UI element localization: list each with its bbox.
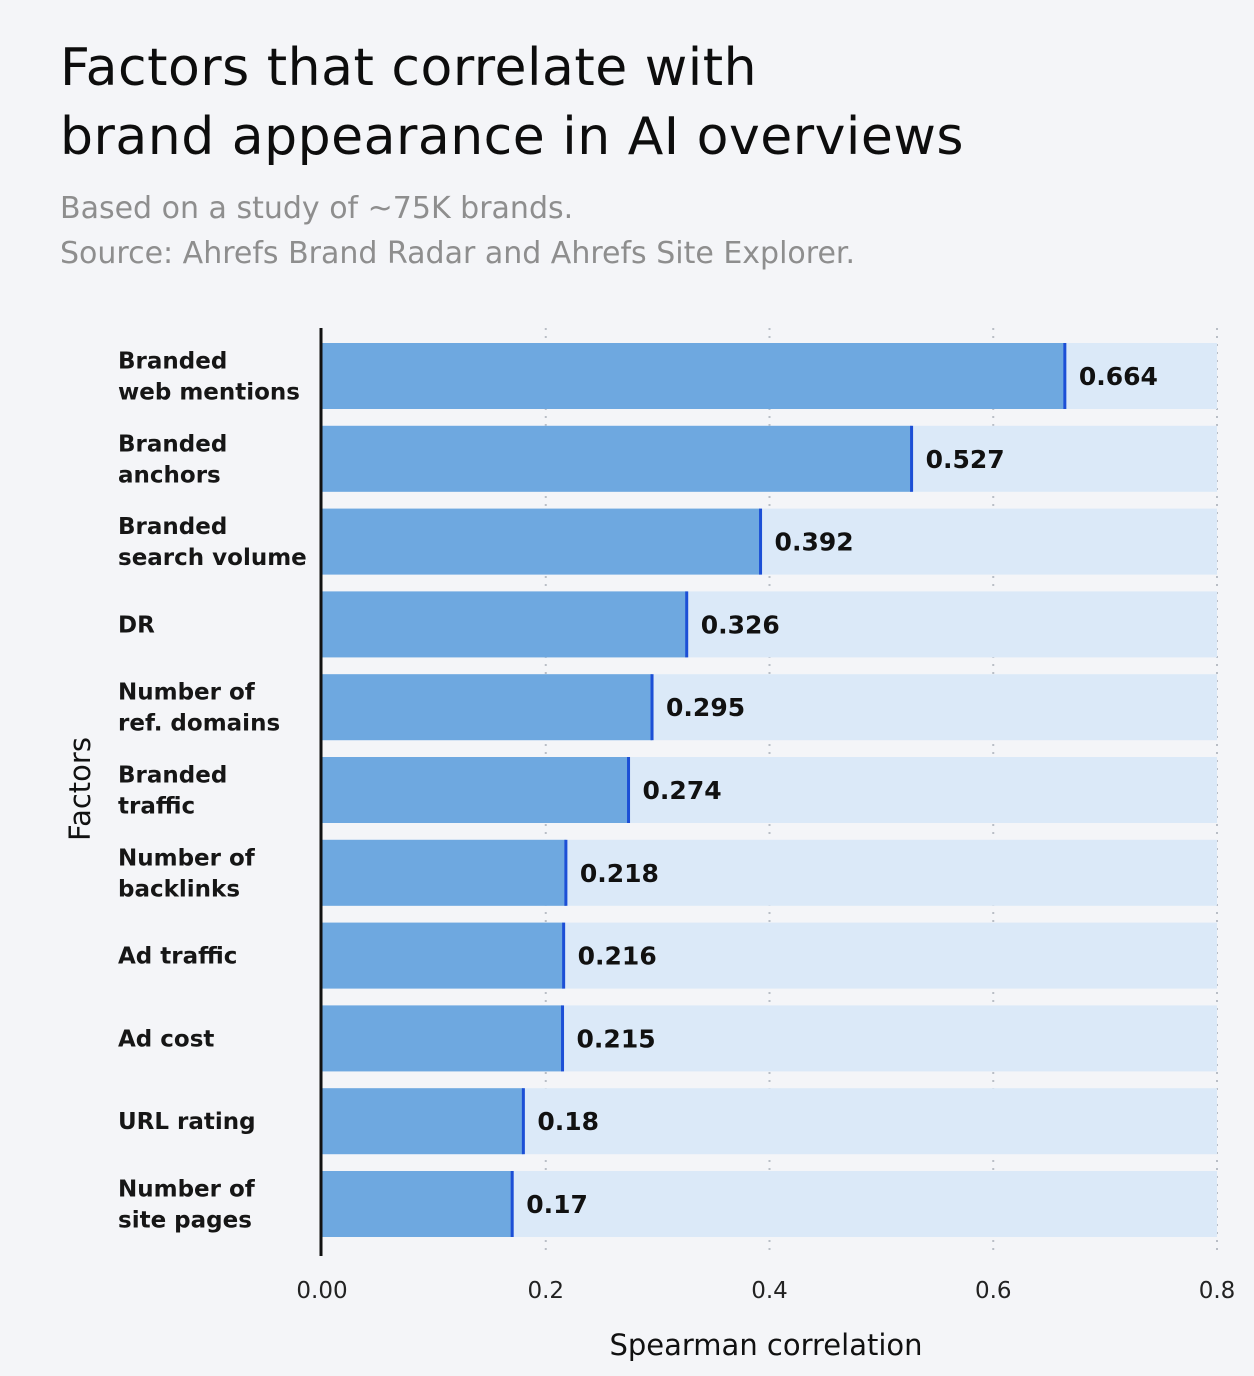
bar-chart: 0.664 0.527 0.392 0.326 0.295 0.274 0.218 0.216…	[63, 328, 1235, 1362]
category-label-0: Branded web mentions	[118, 349, 300, 406]
bar-2	[322, 508, 761, 575]
bar-end-marker-10	[510, 1171, 514, 1237]
category-label-8: Ad cost	[118, 1026, 214, 1052]
value-label-6: 0.218	[580, 859, 659, 888]
bar-6	[322, 839, 566, 906]
value-label-4: 0.295	[666, 693, 745, 722]
bar-end-marker-8	[561, 1005, 565, 1072]
chart-subtitle: Based on a study of ~75K brands. Source:…	[60, 186, 1210, 276]
bar-end-marker-6	[564, 839, 568, 906]
category-label-2: Branded search volume	[118, 514, 307, 571]
category-label-4: Number of ref. domains	[118, 680, 280, 737]
bar-5	[322, 757, 629, 823]
category-label-1: Branded anchors	[118, 431, 227, 488]
chart-title: Factors that correlate with brand appear…	[60, 34, 1210, 172]
category-label-9-line-0: URL rating	[118, 1109, 256, 1135]
bar-end-marker-4	[650, 674, 654, 741]
subtitle-study-note: Based on a study of ~75K brands.	[60, 191, 574, 226]
value-label-9: 0.18	[537, 1107, 599, 1136]
x-tick-label-3: 0.6	[975, 1278, 1012, 1304]
bar-end-marker-0	[1063, 343, 1067, 409]
chart-title-line-2: brand appearance in AI overviews	[60, 107, 964, 167]
category-label-5: Branded traffic	[118, 763, 227, 820]
value-label-0: 0.664	[1079, 362, 1158, 391]
x-tick-label-2: 0.4	[751, 1278, 788, 1304]
category-label-3: DR	[118, 612, 155, 638]
bar-8	[322, 1005, 563, 1072]
category-label-3-line-0: DR	[118, 612, 155, 638]
bar-end-marker-5	[627, 757, 631, 823]
category-label-4-line-0: Number of	[118, 680, 256, 706]
category-label-10-line-1: site pages	[118, 1208, 252, 1234]
bar-end-marker-1	[910, 425, 914, 492]
bar-end-marker-9	[521, 1088, 525, 1155]
category-label-9: URL rating	[118, 1109, 256, 1135]
category-label-4-line-1: ref. domains	[118, 711, 280, 737]
bar-1	[322, 425, 912, 492]
bar-0	[322, 343, 1065, 409]
y-axis-title: Factors	[63, 737, 97, 841]
category-label-7: Ad traffic	[118, 944, 237, 970]
x-axis-title: Spearman correlation	[609, 1328, 922, 1362]
category-label-6-line-0: Number of	[118, 845, 256, 871]
category-label-7-line-0: Ad traffic	[118, 944, 237, 970]
x-tick-label-0: 0.00	[296, 1278, 347, 1304]
category-label-0-line-0: Branded	[118, 349, 227, 375]
value-label-10: 0.17	[526, 1190, 588, 1219]
value-label-8: 0.215	[577, 1024, 656, 1053]
bar-end-marker-3	[685, 591, 689, 658]
category-label-0-line-1: web mentions	[118, 380, 300, 406]
subtitle-source-note: Source: Ahrefs Brand Radar and Ahrefs Si…	[60, 236, 856, 271]
category-label-1-line-1: anchors	[118, 462, 221, 488]
category-label-5-line-1: traffic	[118, 794, 195, 820]
category-label-6-line-1: backlinks	[118, 876, 240, 902]
bar-10	[322, 1171, 513, 1237]
value-label-1: 0.527	[926, 445, 1005, 474]
chart-title-line-1: Factors that correlate with	[60, 38, 758, 98]
category-label-2-line-0: Branded	[118, 514, 227, 540]
category-label-8-line-0: Ad cost	[118, 1026, 214, 1052]
category-label-10: Number of site pages	[118, 1177, 256, 1234]
x-tick-label-4: 0.8	[1199, 1278, 1236, 1304]
category-label-10-line-0: Number of	[118, 1177, 256, 1203]
value-label-5: 0.274	[643, 776, 722, 805]
bar-7	[322, 922, 564, 989]
bar-4	[322, 674, 653, 741]
value-label-2: 0.392	[775, 528, 854, 557]
bar-9	[322, 1088, 524, 1155]
value-label-3: 0.326	[701, 610, 780, 639]
bar-end-marker-2	[759, 508, 763, 575]
x-tick-label-1: 0.2	[527, 1278, 564, 1304]
value-label-7: 0.216	[578, 942, 657, 971]
category-label-1-line-0: Branded	[118, 431, 227, 457]
x-axis-ticks: 0.00 0.2 0.4 0.6 0.8	[296, 1278, 1235, 1304]
category-label-2-line-1: search volume	[118, 545, 307, 571]
bar-3	[322, 591, 687, 658]
bars: 0.664 0.527 0.392 0.326 0.295 0.274 0.218 0.216…	[322, 343, 1217, 1237]
bar-end-marker-7	[562, 922, 566, 989]
category-label-6: Number of backlinks	[118, 845, 256, 902]
category-label-5-line-0: Branded	[118, 763, 227, 789]
